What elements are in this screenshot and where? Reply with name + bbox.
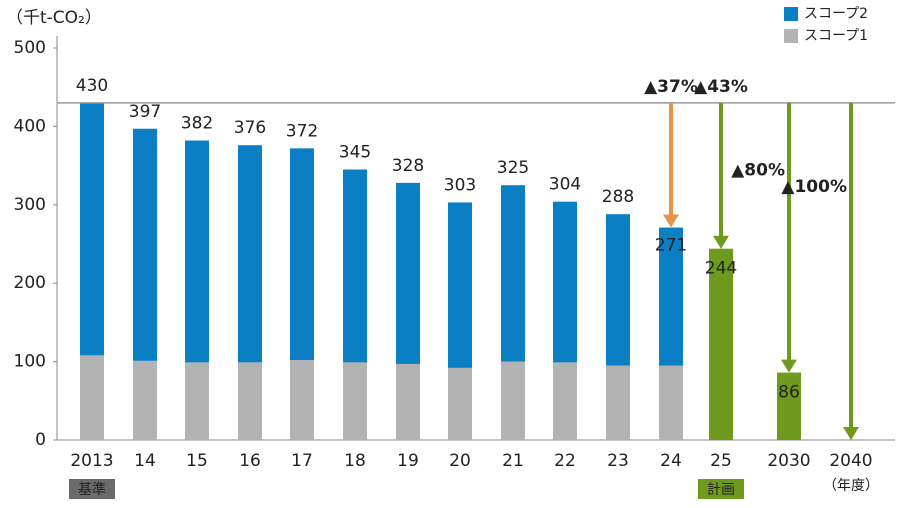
total-label: 397 — [129, 102, 161, 122]
y-tick-label: 100 — [14, 352, 46, 372]
total-label: 303 — [444, 175, 476, 195]
x-tick-label: 19 — [397, 451, 419, 471]
bar-segment — [80, 102, 104, 356]
arrow-label: ▲43% — [694, 77, 748, 97]
x-tick-label: 24 — [660, 451, 682, 471]
total-label: 345 — [339, 143, 371, 163]
total-label: 382 — [181, 114, 213, 134]
legend-swatch — [784, 29, 798, 43]
bar-segment — [606, 214, 630, 366]
y-tick-label: 200 — [14, 273, 46, 293]
x-tick-label: 16 — [239, 451, 261, 471]
bar-segment — [659, 227, 683, 366]
legend-label: スコープ2 — [804, 6, 868, 22]
x-tick-label: 2030 — [767, 451, 810, 471]
total-label: 376 — [234, 118, 266, 138]
x-tick-label: 22 — [554, 451, 576, 471]
legend-label: スコープ1 — [804, 28, 868, 44]
bar-segment — [553, 362, 577, 440]
bar-segment — [396, 363, 420, 440]
bar-segment — [343, 169, 367, 363]
category-tag-bg — [69, 479, 115, 499]
total-label: 304 — [549, 175, 581, 195]
arrow-label: ▲80% — [731, 160, 785, 180]
bar-segment — [606, 365, 630, 440]
x-unit-label: （年度） — [823, 478, 879, 494]
bar-segment — [290, 360, 314, 440]
value-label: 86 — [778, 383, 800, 403]
bar-segment — [80, 355, 104, 440]
x-tick-label: 15 — [186, 451, 208, 471]
bar-segment — [448, 367, 472, 440]
total-label: 325 — [497, 158, 529, 178]
category-tag: 基準 — [78, 481, 106, 498]
x-tick-label: 20 — [449, 451, 471, 471]
y-tick-label: 500 — [14, 38, 46, 58]
x-tick-label: 14 — [134, 451, 156, 471]
plan-bar — [709, 248, 733, 440]
bar-segment — [343, 362, 367, 440]
y-tick-label: 0 — [35, 430, 46, 450]
x-tick-label: 21 — [502, 451, 524, 471]
bar-segment — [448, 202, 472, 368]
bar-segment — [133, 360, 157, 440]
x-tick-label: 2040 — [829, 451, 872, 471]
bar-segment — [185, 362, 209, 440]
total-label: 328 — [392, 156, 424, 176]
arrow-head — [713, 235, 729, 249]
plan-bar — [777, 372, 801, 440]
bar-segment — [553, 201, 577, 363]
x-tick-label: 23 — [607, 451, 629, 471]
total-label: 288 — [602, 187, 634, 207]
value-label: 244 — [705, 259, 737, 279]
y-tick-label: 300 — [14, 195, 46, 215]
total-label: 372 — [286, 121, 318, 141]
x-tick-label: 2013 — [70, 451, 113, 471]
bar-segment — [238, 362, 262, 440]
x-tick-label: 25 — [710, 451, 732, 471]
bar-segment — [501, 185, 525, 362]
bar-segment — [185, 140, 209, 363]
arrow-label: ▲37% — [644, 77, 698, 97]
arrow-label: ▲100% — [781, 177, 847, 197]
bar-segment — [659, 365, 683, 440]
bar-segment — [238, 145, 262, 363]
arrow-head — [843, 427, 859, 440]
legend-swatch — [784, 7, 798, 21]
category-tag-bg — [698, 479, 744, 499]
bar-segment — [290, 148, 314, 361]
y-tick-label: 400 — [14, 116, 46, 136]
total-label: 430 — [76, 76, 108, 96]
bar-segment — [501, 361, 525, 440]
bar-segment — [396, 182, 420, 364]
x-tick-label: 17 — [291, 451, 313, 471]
category-tag: 計画 — [707, 482, 735, 498]
x-tick-label: 18 — [344, 451, 366, 471]
y-unit-label: （千t-CO₂） — [6, 8, 102, 28]
arrow-head — [663, 214, 679, 228]
arrow-head — [781, 359, 797, 373]
bar-segment — [133, 128, 157, 361]
total-label: 271 — [655, 236, 687, 256]
